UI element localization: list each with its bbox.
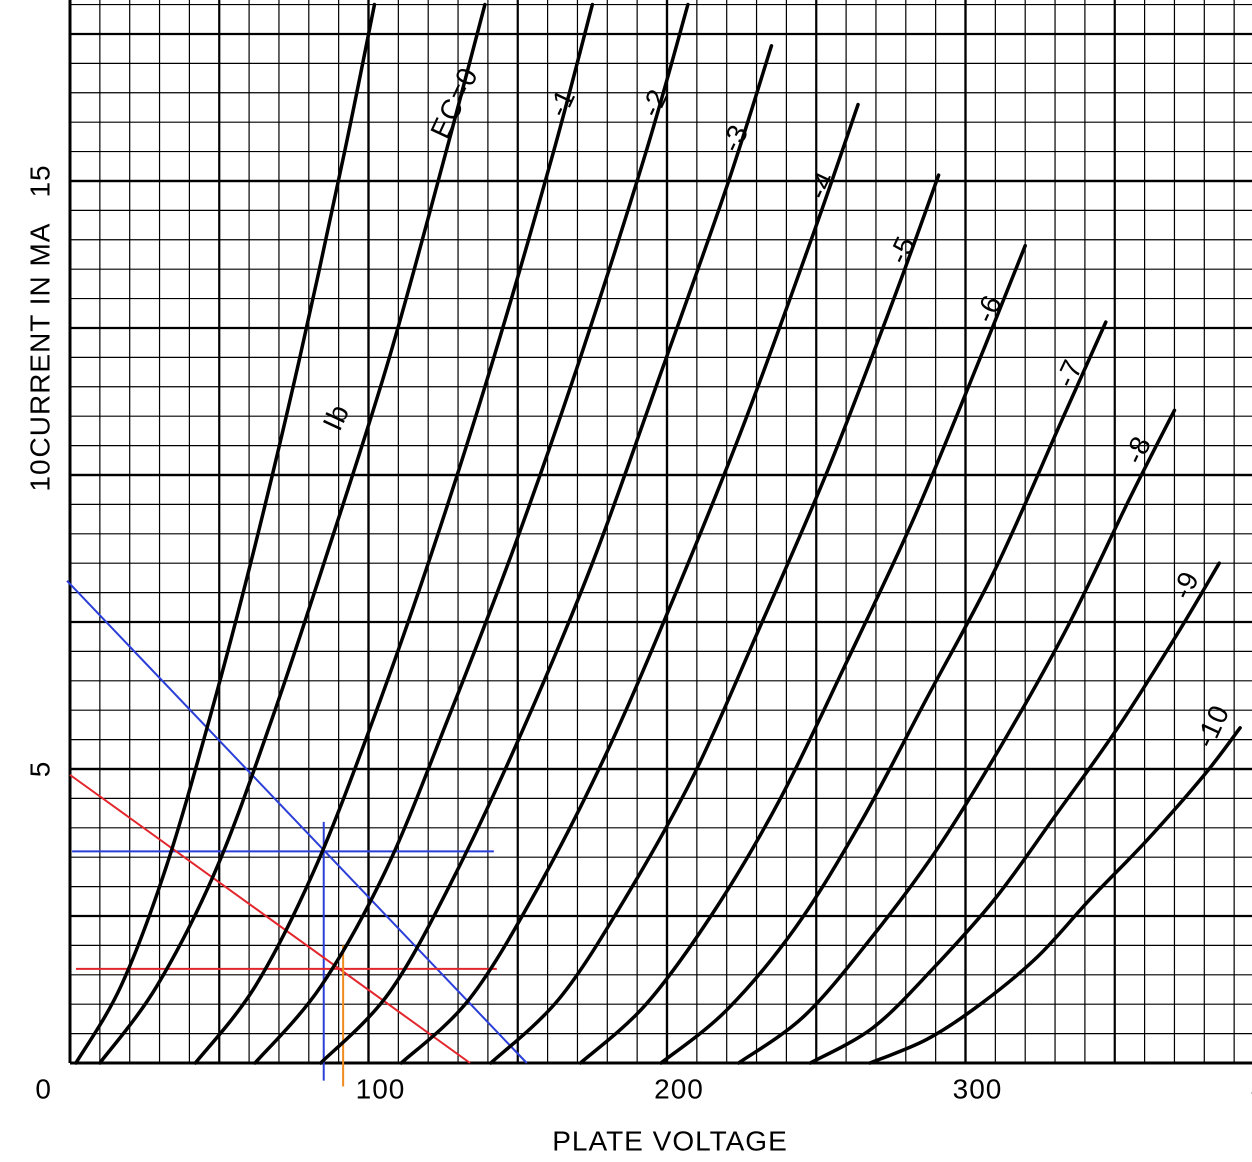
y-tick-label: 10 (24, 458, 55, 491)
y-tick-label: 5 (24, 761, 55, 778)
curve (736, 408, 1177, 1065)
curve (399, 102, 860, 1065)
curve (659, 320, 1108, 1065)
y-axis-title: CURRENT IN MA (24, 223, 55, 458)
curve (74, 2, 377, 1065)
curve (193, 2, 595, 1065)
grid (68, 0, 1252, 1065)
x-axis-title: PLATE VOLTAGE (552, 1125, 788, 1156)
load-line (66, 580, 528, 1064)
load-line (69, 774, 471, 1064)
curve (253, 2, 690, 1065)
x-tick-label: 300 (953, 1073, 1003, 1104)
x-tick-label: 200 (654, 1073, 704, 1104)
y-tick-label: 15 (24, 164, 55, 197)
curve (489, 173, 941, 1065)
x-tick-label: 0 (35, 1073, 52, 1104)
x-tick-label: 100 (356, 1073, 406, 1104)
curve (578, 243, 1027, 1065)
curve (98, 2, 487, 1065)
curve (868, 726, 1242, 1065)
curve (808, 561, 1221, 1065)
overlay-lines (66, 580, 528, 1087)
curve (318, 43, 774, 1065)
curves (74, 2, 1242, 1065)
